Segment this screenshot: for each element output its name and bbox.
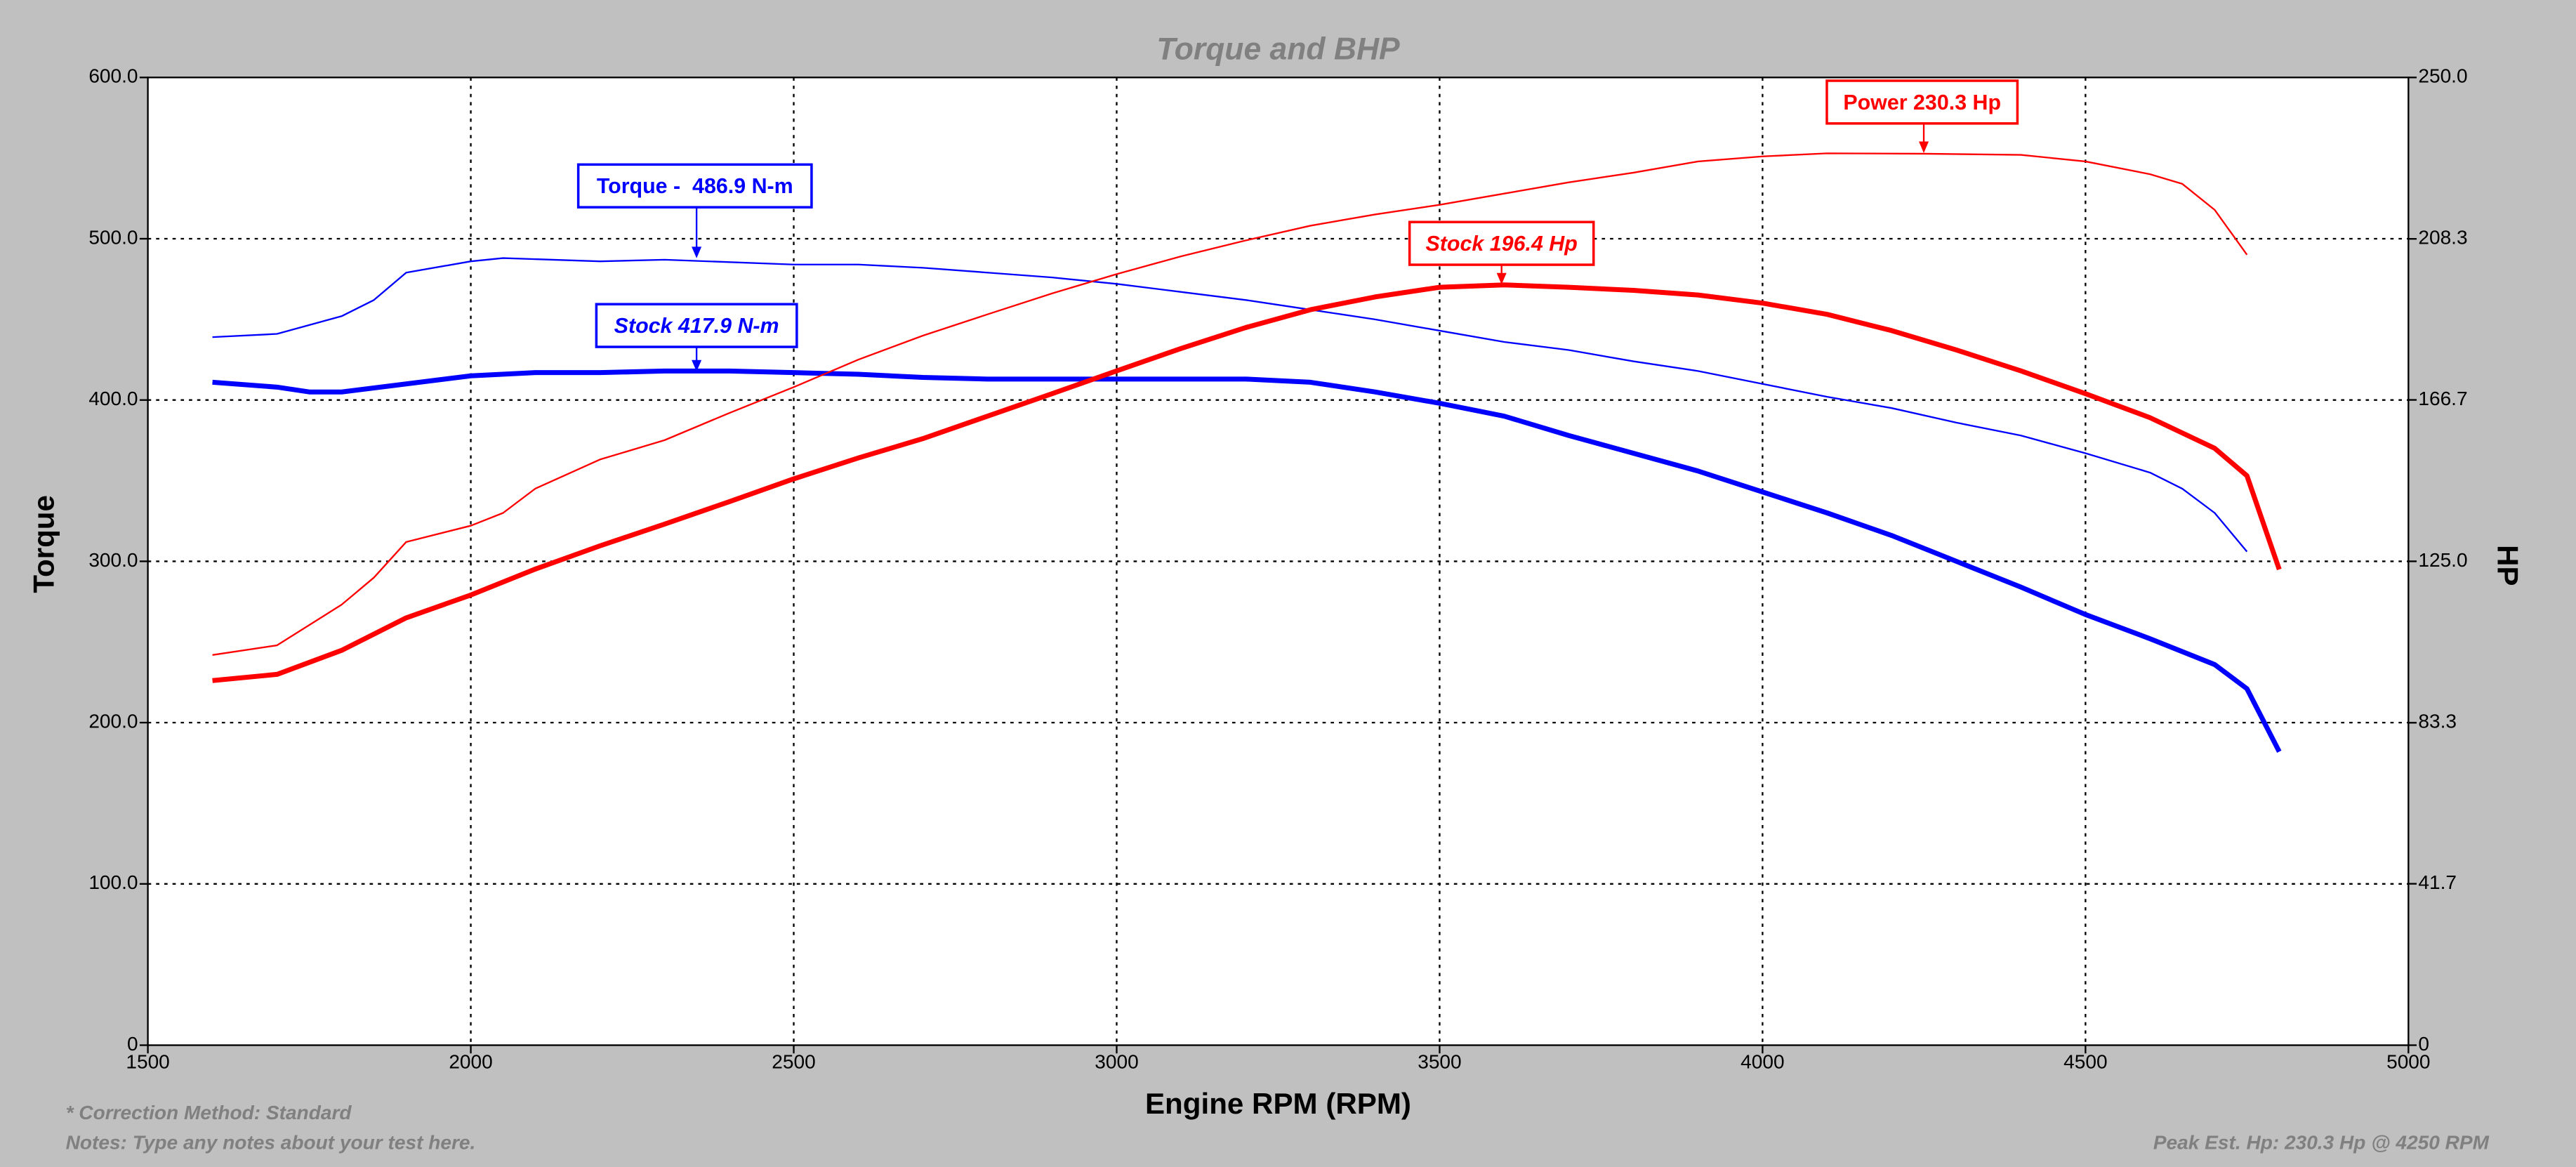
annotation-arrowhead — [692, 360, 702, 372]
x-axis-label: Engine RPM (RPM) — [1145, 1087, 1411, 1120]
series-line — [212, 282, 2282, 683]
y2-tick-label: 208.3 — [2418, 227, 2467, 249]
y-tick-label: 400.0 — [88, 388, 138, 409]
annotation-arrowhead — [1496, 272, 1507, 285]
y-tick-label: 500.0 — [88, 226, 138, 248]
footnote: Notes: Type any notes about your test he… — [66, 1131, 476, 1153]
annotation-box — [576, 163, 813, 209]
annotation-text: Power 230.3 Hp — [1843, 91, 2001, 114]
annotation-text: Stock 196.4 Hp — [1426, 232, 1578, 256]
y-tick-label: 100.0 — [88, 871, 138, 893]
annotation-arrowhead — [1919, 141, 1929, 153]
annotation-text: Torque - 486.9 N-m — [597, 174, 793, 198]
annotation-box — [1408, 220, 1595, 266]
peak-note: Peak Est. Hp: 230.3 Hp @ 4250 RPM — [2153, 1131, 2490, 1153]
x-tick-label: 5000 — [2386, 1051, 2430, 1073]
annotation-box — [595, 303, 798, 348]
y-tick-label: 300.0 — [88, 549, 138, 571]
x-tick-label: 2500 — [772, 1051, 815, 1073]
annotation-text: Stock 417.9 N-m — [614, 314, 779, 338]
y2-axis-label: HP — [2491, 545, 2524, 586]
y-tick-label: 600.0 — [88, 65, 138, 87]
x-tick-label: 4500 — [2063, 1051, 2107, 1073]
y2-tick-label: 0 — [2418, 1033, 2429, 1055]
x-tick-label: 4000 — [1741, 1051, 1784, 1073]
y-tick-label: 0 — [127, 1033, 138, 1055]
y2-tick-label: 83.3 — [2418, 711, 2457, 732]
x-tick-label: 3000 — [1095, 1051, 1138, 1073]
x-tick-label: 1500 — [126, 1051, 169, 1073]
y2-tick-label: 250.0 — [2418, 65, 2467, 87]
series-line — [212, 368, 2282, 753]
annotation-arrowhead — [692, 246, 702, 258]
x-tick-label: 3500 — [1418, 1051, 1461, 1073]
y2-tick-label: 125.0 — [2418, 549, 2467, 571]
series-line — [212, 257, 2248, 553]
annotation-box — [1825, 79, 2019, 125]
y-axis-label: Torque — [27, 495, 60, 593]
chart-title: Torque and BHP — [1156, 32, 1400, 67]
y2-tick-label: 166.7 — [2418, 388, 2467, 409]
series-line — [212, 152, 2248, 656]
y2-tick-label: 41.7 — [2418, 871, 2457, 893]
footnote: * Correction Method: Standard — [66, 1102, 352, 1123]
y-tick-label: 200.0 — [88, 711, 138, 732]
x-tick-label: 2000 — [449, 1051, 492, 1073]
